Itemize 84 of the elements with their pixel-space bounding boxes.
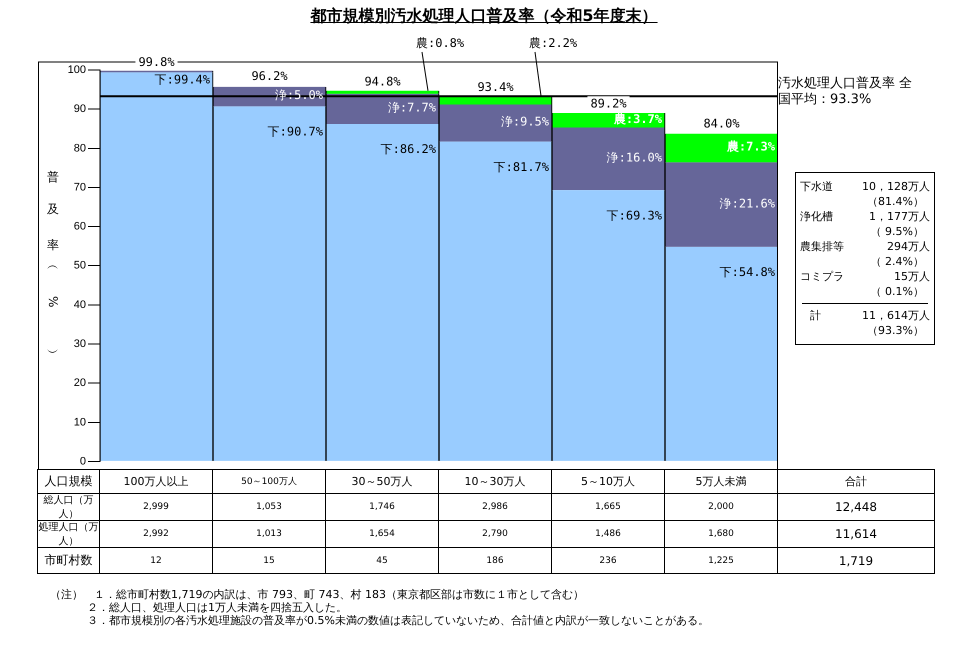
y-tick-label: 50 bbox=[74, 260, 86, 272]
text: 市町村数 bbox=[37, 547, 100, 574]
text: 計 bbox=[809, 308, 821, 323]
x-tick-label: 5万人未満 bbox=[664, 469, 778, 494]
y-tick-label: 100 bbox=[68, 64, 86, 76]
data-label: 下:86.2% bbox=[380, 142, 437, 156]
text: コミプラ bbox=[800, 269, 844, 284]
data-label: 下:99.4% bbox=[154, 72, 211, 86]
ref-line-label: 汚水処理人口普及率 全国平均：93.3% bbox=[778, 76, 914, 108]
x-tick-label: 30～50万人 bbox=[325, 469, 439, 494]
text: ３．都市規模別の各汚水処理施設の普及率が0.5%未満の数値は表記していないため、合計値と内訳が一致しないことがある。 bbox=[86, 614, 709, 627]
annotation: 96.2% bbox=[251, 69, 288, 83]
text: 1,680 bbox=[664, 520, 778, 548]
data-label: 浄:16.0% bbox=[606, 150, 663, 164]
text: 1,225 bbox=[664, 547, 778, 574]
x-tick-label: 100万人以上 bbox=[99, 469, 213, 494]
y-tick-label: 60 bbox=[74, 220, 86, 233]
data-label: 浄:7.7% bbox=[388, 100, 437, 115]
data-label: 浄:9.5% bbox=[500, 114, 550, 129]
y-tick-label: 90 bbox=[74, 103, 86, 116]
text: 15万人 bbox=[894, 269, 930, 284]
text: 1,719 bbox=[777, 547, 935, 574]
text: 下水道 bbox=[800, 179, 833, 194]
text: （93.3%） bbox=[866, 323, 925, 338]
text: 294万人 bbox=[887, 239, 930, 254]
y-tick-label: 20 bbox=[74, 377, 86, 390]
text: 浄化槽 bbox=[800, 209, 833, 224]
annotation: 89.2% bbox=[590, 96, 628, 110]
data-label: 下:69.3% bbox=[606, 208, 663, 222]
text: 1，177万人 bbox=[869, 209, 930, 224]
text: 1,746 bbox=[325, 493, 439, 521]
text: 2,992 bbox=[99, 520, 213, 548]
data-label: 農:7.3% bbox=[726, 140, 776, 154]
data-label: 下:81.7% bbox=[494, 160, 550, 174]
x-tick-label: 5～10万人 bbox=[551, 469, 665, 494]
y-tick-label: 70 bbox=[74, 181, 86, 194]
data-label: 農:2.2% bbox=[529, 36, 578, 50]
text: 1,654 bbox=[325, 520, 439, 548]
y-tick-label: 10 bbox=[74, 416, 86, 428]
y-axis-title: 普及率（%） bbox=[45, 160, 61, 376]
text: 農集排等 bbox=[800, 239, 844, 254]
text: ２．総人口、処理人口は1万人未満を四捨五入した。 bbox=[86, 601, 348, 614]
data-label: 下:54.8% bbox=[720, 265, 776, 280]
text: （81.4%） bbox=[866, 194, 925, 209]
text: 45 bbox=[325, 547, 439, 574]
data-label: 農:3.7% bbox=[612, 112, 663, 126]
text: （ 9.5%） bbox=[870, 224, 925, 239]
annotation: 93.4% bbox=[477, 80, 514, 94]
text: 人口規模 bbox=[37, 469, 100, 494]
text: 2,000 bbox=[664, 493, 778, 521]
data-label: 農:0.8% bbox=[416, 36, 465, 50]
text: （注） １．総市町村数1,719の内訳は、市 793、町 743、村 183（東京都区部は市数に１市として含む） bbox=[50, 588, 585, 601]
text: 2,986 bbox=[438, 493, 552, 521]
text: （ 0.1%） bbox=[870, 284, 925, 299]
x-tick-label: 10～30万人 bbox=[438, 469, 552, 494]
x-tick-label: 50～100万人 bbox=[212, 469, 326, 494]
text: 1,665 bbox=[551, 493, 665, 521]
y-tick-label: 80 bbox=[74, 142, 86, 154]
annotation: 99.8% bbox=[138, 54, 176, 69]
text: 1,486 bbox=[551, 520, 665, 548]
text: 236 bbox=[551, 547, 665, 574]
data-label: 浄:21.6% bbox=[720, 196, 776, 210]
text: 合計 bbox=[777, 469, 935, 494]
text: （ 2.4%） bbox=[870, 254, 925, 269]
text: 2,999 bbox=[99, 493, 213, 521]
text: 総人口（万人） bbox=[37, 493, 100, 521]
text: 12,448 bbox=[777, 493, 935, 521]
y-tick-label: 0 bbox=[80, 455, 86, 468]
text: 1,013 bbox=[212, 520, 326, 548]
text: 12 bbox=[99, 547, 213, 574]
text: 11，614万人 bbox=[862, 308, 930, 323]
text: 11,614 bbox=[777, 520, 935, 548]
text: 186 bbox=[438, 547, 552, 574]
text: 処理人口（万人） bbox=[37, 520, 100, 548]
y-tick-label: 30 bbox=[74, 338, 86, 350]
y-tick-label: 40 bbox=[74, 298, 86, 311]
text: 15 bbox=[212, 547, 326, 574]
data-label: 下:90.7% bbox=[268, 124, 324, 139]
annotation: 84.0% bbox=[703, 116, 740, 131]
text: 10，128万人 bbox=[862, 179, 930, 194]
chart-title: 都市規模別汚水処理人口普及率（令和5年度末） bbox=[310, 6, 658, 25]
annotation: 94.8% bbox=[364, 74, 402, 88]
text: 2,790 bbox=[438, 520, 552, 548]
text: 1,053 bbox=[212, 493, 326, 521]
